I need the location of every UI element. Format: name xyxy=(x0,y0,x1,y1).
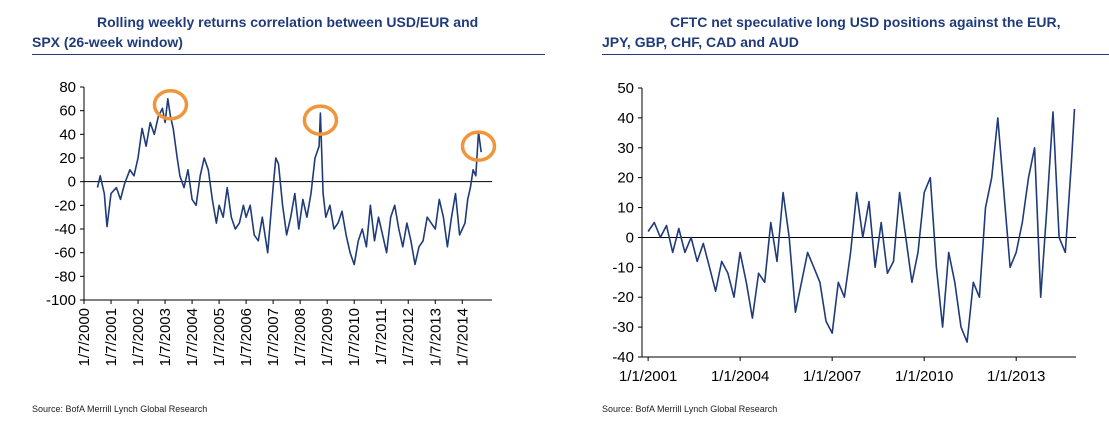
left-chart-panel: Rolling weekly returns correlation betwe… xyxy=(0,0,545,424)
y-tick-label: -30 xyxy=(612,319,634,336)
highlight-circle xyxy=(152,89,189,121)
x-tick-label: 1/7/2004 xyxy=(184,308,201,366)
y-tick-label: -10 xyxy=(612,259,634,276)
chart-title-line-2: JPY, GBP, CHF, CAD and AUD xyxy=(602,34,799,50)
y-tick-label: 20 xyxy=(617,170,634,187)
chart-title: CFTC net speculative long USD positions … xyxy=(602,12,1061,52)
y-tick-label: 20 xyxy=(59,150,76,167)
y-tick-label: -20 xyxy=(54,197,76,214)
y-tick-label: 40 xyxy=(59,126,76,143)
x-tick-label: 1/7/2013 xyxy=(427,308,444,366)
y-tick-label: 60 xyxy=(59,103,76,120)
x-tick-label: 1/7/2006 xyxy=(238,308,255,366)
x-tick-label: 1/7/2001 xyxy=(103,308,120,366)
x-tick-label: 1/1/2010 xyxy=(895,368,953,385)
chart-title-line-2: SPX (26-week window) xyxy=(32,34,183,50)
source-note: Source: BofA Merrill Lynch Global Resear… xyxy=(32,404,208,414)
x-tick-label: 1/1/2007 xyxy=(803,368,861,385)
x-tick-label: 1/1/2001 xyxy=(619,368,677,385)
y-tick-label: -60 xyxy=(54,245,76,262)
cftc-chart: 50 40 30 20 10 0 -10 -20 -30 -40 1/1/2001 1/1/2004 1… xyxy=(612,80,1076,385)
x-tick-label: 1/7/2008 xyxy=(292,308,309,366)
y-tick-label: 0 xyxy=(626,229,634,246)
x-tick-label: 1/7/2012 xyxy=(400,308,417,366)
y-tick-label: 40 xyxy=(617,110,634,127)
x-tick-label: 1/1/2004 xyxy=(711,368,769,385)
source-note: Source: BofA Merrill Lynch Global Resear… xyxy=(602,404,778,414)
right-chart-panel: CFTC net speculative long USD positions … xyxy=(570,0,1109,424)
y-tick-label: 0 xyxy=(68,174,76,191)
x-tick-label: 1/1/2013 xyxy=(987,368,1045,385)
series-line xyxy=(647,108,1076,343)
title-rule xyxy=(602,54,1109,55)
y-tick-label: -100 xyxy=(46,292,76,309)
y-tick-label: 30 xyxy=(617,140,634,157)
x-tick-label: 1/7/2003 xyxy=(157,308,174,366)
x-tick-label: 1/7/2000 xyxy=(76,308,93,366)
title-rule xyxy=(32,54,545,55)
x-tick-label: 1/7/2005 xyxy=(211,308,228,366)
y-tick-label: -20 xyxy=(612,289,634,306)
x-tick-label: 1/7/2010 xyxy=(346,308,363,366)
y-tick-label: 80 xyxy=(59,79,76,96)
y-tick-label: -40 xyxy=(612,349,634,366)
chart-title-line-1: Rolling weekly returns correlation betwe… xyxy=(97,14,479,30)
highlight-circle xyxy=(460,130,497,162)
chart-title-line-1: CFTC net speculative long USD positions … xyxy=(670,14,1061,30)
x-tick-label: 1/7/2011 xyxy=(373,308,390,365)
y-tick-label: -40 xyxy=(54,221,76,238)
y-tick-label: 10 xyxy=(617,200,634,217)
x-tick-label: 1/7/2007 xyxy=(265,308,282,366)
y-tick-label: 50 xyxy=(617,80,634,97)
y-tick-label: -80 xyxy=(54,268,76,285)
series-line xyxy=(96,98,482,266)
x-tick-label: 1/7/2014 xyxy=(454,308,471,366)
x-tick-label: 1/7/2002 xyxy=(130,308,147,366)
x-tick-label: 1/7/2009 xyxy=(319,308,336,366)
highlight-circle xyxy=(302,104,339,136)
chart-title: Rolling weekly returns correlation betwe… xyxy=(32,12,478,52)
